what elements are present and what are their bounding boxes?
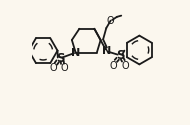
Text: N: N [71,48,80,58]
Text: S: S [116,49,124,62]
Text: O: O [106,16,114,26]
Text: S: S [56,52,64,65]
Text: O: O [109,61,117,71]
Text: O: O [61,63,68,73]
Text: N: N [102,46,112,56]
Text: O: O [49,63,57,73]
Text: O: O [122,61,129,71]
